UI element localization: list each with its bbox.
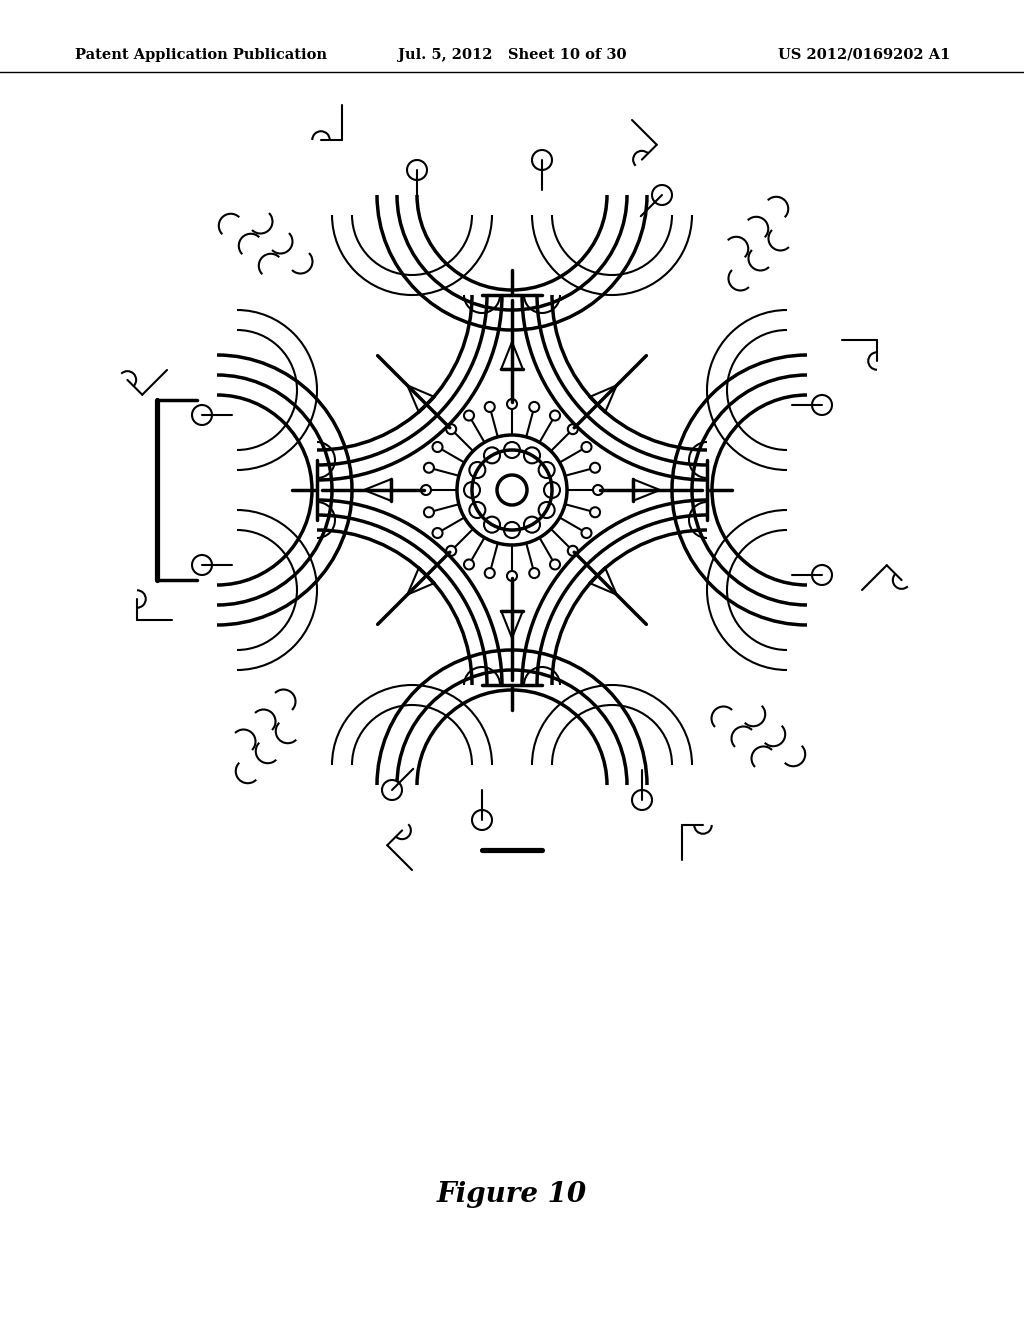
Text: Jul. 5, 2012   Sheet 10 of 30: Jul. 5, 2012 Sheet 10 of 30 <box>397 48 627 62</box>
Circle shape <box>407 160 427 180</box>
Circle shape <box>812 395 831 414</box>
Circle shape <box>472 810 492 830</box>
Text: Patent Application Publication: Patent Application Publication <box>75 48 327 62</box>
Text: Figure 10: Figure 10 <box>437 1181 587 1209</box>
Circle shape <box>382 780 402 800</box>
Circle shape <box>193 405 212 425</box>
Circle shape <box>652 185 672 205</box>
Text: US 2012/0169202 A1: US 2012/0169202 A1 <box>777 48 950 62</box>
Circle shape <box>193 554 212 576</box>
Circle shape <box>632 789 652 810</box>
Circle shape <box>812 565 831 585</box>
Circle shape <box>532 150 552 170</box>
